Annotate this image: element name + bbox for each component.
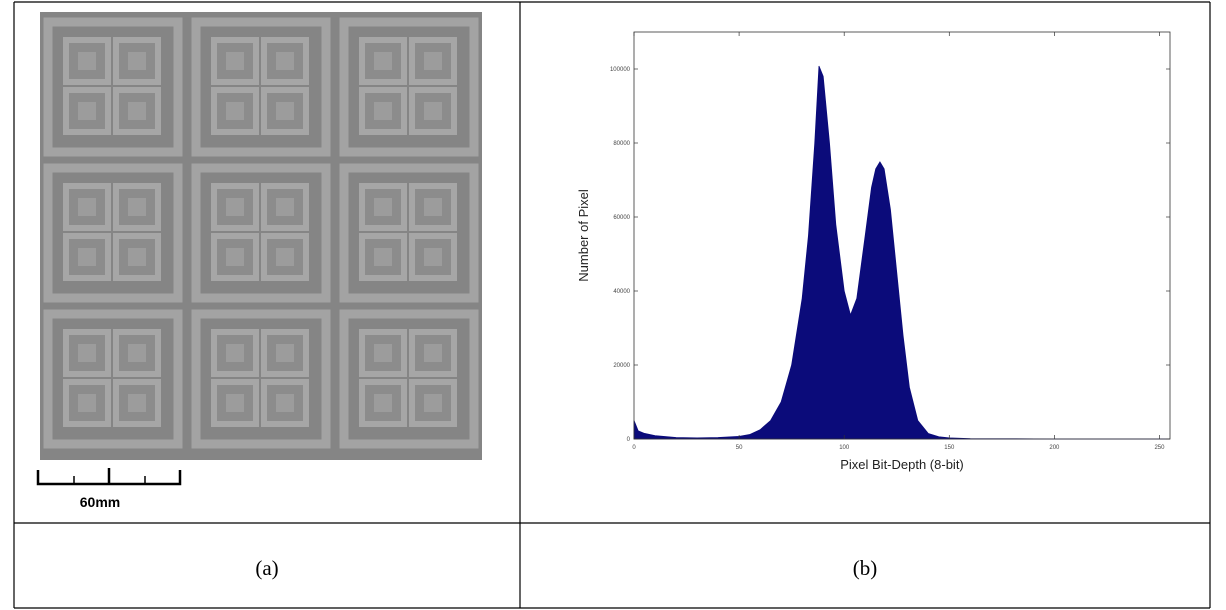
pad-center <box>78 198 96 216</box>
pad-center <box>424 52 442 70</box>
x-axis-label: Pixel Bit-Depth (8-bit) <box>840 457 964 472</box>
caption: (a) <box>255 556 278 580</box>
pad-center <box>424 102 442 120</box>
pad <box>359 329 407 377</box>
scale-bar-label: 60mm <box>80 494 120 510</box>
pad-center <box>128 248 146 266</box>
pad-center <box>78 344 96 362</box>
pad-center <box>78 52 96 70</box>
die-frame <box>43 17 183 157</box>
pad <box>63 183 111 231</box>
pad-center <box>374 344 392 362</box>
pad-center <box>226 198 244 216</box>
pad-center <box>276 248 294 266</box>
die-frame <box>191 17 331 157</box>
pad-center <box>226 344 244 362</box>
die-frame <box>191 163 331 303</box>
pad-center <box>128 102 146 120</box>
micrograph <box>40 12 482 460</box>
pad <box>261 379 309 427</box>
pad-center <box>424 394 442 412</box>
pad-center <box>424 248 442 266</box>
y-tick-label: 0 <box>627 437 631 443</box>
pad-center <box>276 344 294 362</box>
pad-center <box>374 248 392 266</box>
pad-center <box>374 102 392 120</box>
pad <box>359 183 407 231</box>
y-tick-label: 100000 <box>610 67 631 73</box>
pad-center <box>276 102 294 120</box>
pad-center <box>374 394 392 412</box>
pad <box>409 37 457 85</box>
scale-bar <box>36 468 182 486</box>
x-tick-label: 200 <box>1049 445 1060 451</box>
y-tick-label: 40000 <box>613 289 630 295</box>
pad-center <box>128 344 146 362</box>
histogram: 0 20000 40000 60000 80000 100000 0 50 100 150 200 2… <box>576 31 1171 472</box>
pad-center <box>374 52 392 70</box>
die-frame <box>339 163 479 303</box>
pad-center <box>276 198 294 216</box>
pad-center <box>276 52 294 70</box>
pad-center <box>128 52 146 70</box>
caption: (b) <box>853 556 878 580</box>
die-frame <box>43 163 183 303</box>
x-tick-label: 150 <box>944 445 955 451</box>
x-tick-label: 0 <box>632 445 636 451</box>
pad <box>261 233 309 281</box>
pad-center <box>128 394 146 412</box>
x-tick-label: 250 <box>1154 445 1165 451</box>
die-frame <box>339 309 479 449</box>
pad-center <box>424 344 442 362</box>
pad-center <box>276 394 294 412</box>
plot-frame <box>633 31 1171 440</box>
y-tick-label: 60000 <box>613 215 630 221</box>
pad-center <box>78 394 96 412</box>
pad-center <box>128 198 146 216</box>
x-tick-label: 50 <box>736 445 743 451</box>
histogram-area <box>633 65 1170 440</box>
pad-center <box>226 52 244 70</box>
y-tick-label: 20000 <box>613 363 630 369</box>
pad <box>409 87 457 135</box>
pad-center <box>226 248 244 266</box>
pad-center <box>424 198 442 216</box>
pad-center <box>78 102 96 120</box>
pad-center <box>226 102 244 120</box>
x-tick-label: 100 <box>839 445 850 451</box>
y-axis-label: Number of Pixel <box>576 189 591 282</box>
pad-center <box>78 248 96 266</box>
die-frame <box>191 309 331 449</box>
die-frame <box>339 17 479 157</box>
table-borders <box>13 1 1211 609</box>
pad-center <box>226 394 244 412</box>
y-tick-label: 80000 <box>613 141 630 147</box>
die-frame <box>43 309 183 449</box>
pad-center <box>374 198 392 216</box>
